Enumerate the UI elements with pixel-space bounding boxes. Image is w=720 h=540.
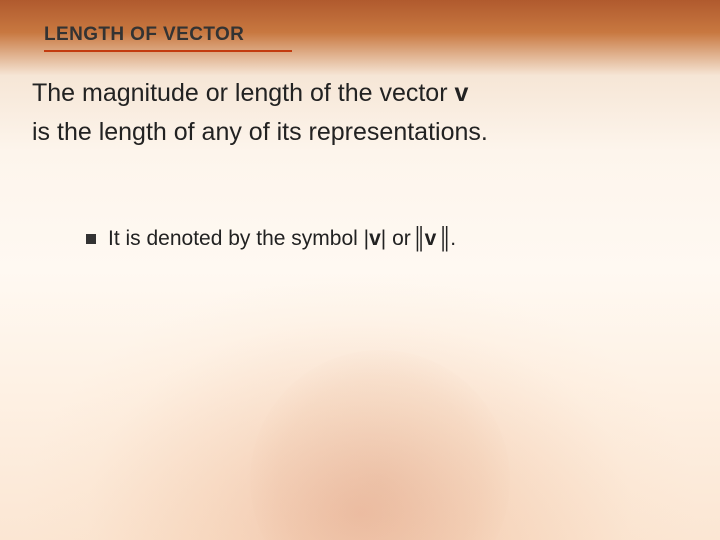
- bullet-text-end: .: [450, 227, 456, 250]
- slide: LENGTH OF VECTOR The magnitude or length…: [0, 0, 720, 540]
- vector-symbol-v-norm: v: [425, 227, 437, 250]
- double-bar-close: ║: [437, 227, 449, 250]
- vector-symbol-v: v: [454, 79, 468, 107]
- decorative-clock-glow: [250, 350, 510, 540]
- title-block: LENGTH OF VECTOR: [44, 24, 292, 52]
- body-line-1-pre: The magnitude or length of the vector: [32, 79, 454, 107]
- double-bar-open: ║: [412, 227, 424, 250]
- vector-symbol-v-abs: v: [369, 227, 381, 250]
- body-line-1: The magnitude or length of the vector v: [32, 74, 488, 113]
- body-line-2: is the length of any of its representati…: [32, 113, 488, 152]
- body-text: The magnitude or length of the vector v …: [32, 74, 488, 152]
- bullet-item: It is denoted by the symbol |v| or║v║.: [86, 224, 456, 254]
- slide-title: LENGTH OF VECTOR: [44, 24, 292, 46]
- title-underline: [44, 50, 292, 52]
- bullet-text-mid: | or: [381, 227, 411, 250]
- bullet-square-icon: [86, 234, 96, 244]
- bullet-text-pre: It is denoted by the symbol |: [108, 227, 369, 250]
